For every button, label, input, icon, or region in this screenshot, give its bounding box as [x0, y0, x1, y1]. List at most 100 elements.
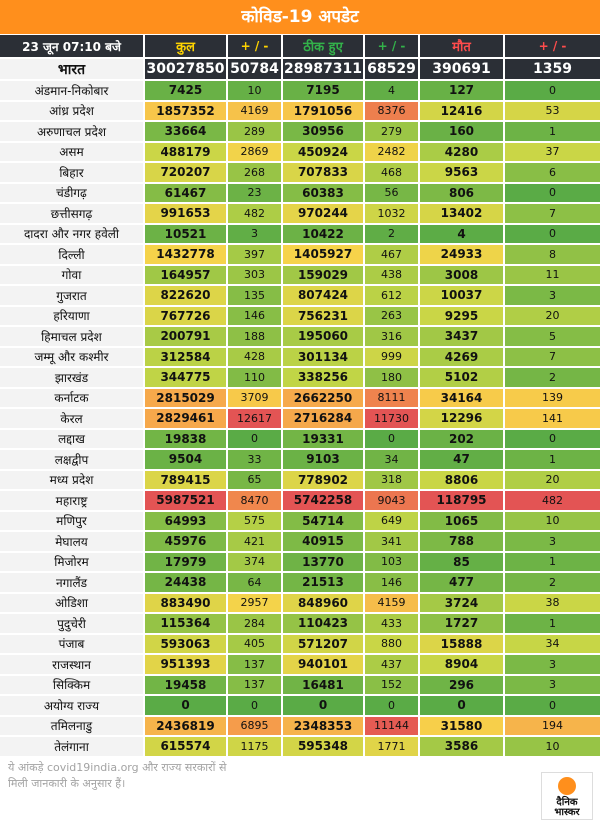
table-row: पुदुचेरी 115364 284 110423 433 1727 1	[0, 614, 600, 635]
state-recovered-change: 437	[365, 655, 420, 676]
state-total: 767726	[145, 306, 228, 327]
table-row: राजस्थान 951393 137 940101 437 8904 3	[0, 655, 600, 676]
state-name: गुजरात	[0, 286, 145, 307]
state-total-change: 575	[228, 511, 283, 532]
state-total: 33664	[145, 122, 228, 143]
header-total-change: + / -	[228, 35, 283, 59]
state-deaths: 1727	[420, 614, 505, 635]
state-recovered-change: 4159	[365, 593, 420, 614]
state-total-change: 0	[228, 696, 283, 717]
table-row: मेघालय 45976 421 40915 341 788 3	[0, 532, 600, 553]
state-recovered: 1405927	[283, 245, 365, 266]
state-recovered-change: 316	[365, 327, 420, 348]
table-row: मिजोरम 17979 374 13770 103 85 1	[0, 552, 600, 573]
state-name: गोवा	[0, 265, 145, 286]
table-row: गुजरात 822620 135 807424 612 10037 3	[0, 286, 600, 307]
state-recovered: 54714	[283, 511, 365, 532]
national-deaths-change: 1359	[505, 59, 600, 81]
state-deaths-change: 34	[505, 634, 600, 655]
dainik-bhaskar-logo: दैनिक भास्कर	[541, 772, 593, 820]
state-name: दिल्ली	[0, 245, 145, 266]
state-deaths: 9563	[420, 163, 505, 184]
state-deaths-change: 1	[505, 122, 600, 143]
state-total: 593063	[145, 634, 228, 655]
state-deaths-change: 1	[505, 552, 600, 573]
state-deaths-change: 6	[505, 163, 600, 184]
header-deaths-change: + / -	[505, 35, 600, 59]
state-name: पंजाब	[0, 634, 145, 655]
state-deaths-change: 53	[505, 101, 600, 122]
state-recovered: 30956	[283, 122, 365, 143]
state-recovered: 0	[283, 696, 365, 717]
state-recovered-change: 0	[365, 429, 420, 450]
state-deaths: 160	[420, 122, 505, 143]
state-recovered-change: 34	[365, 450, 420, 471]
state-deaths-change: 482	[505, 491, 600, 512]
state-recovered-change: 2482	[365, 142, 420, 163]
national-total-row: भारत 30027850 50784 28987311 68529 39069…	[0, 59, 600, 81]
state-deaths: 3586	[420, 737, 505, 758]
state-deaths: 47	[420, 450, 505, 471]
state-deaths: 5102	[420, 368, 505, 389]
state-name: अयोग्य राज्य	[0, 696, 145, 717]
state-total-change: 6895	[228, 716, 283, 737]
state-total: 5987521	[145, 491, 228, 512]
state-total: 883490	[145, 593, 228, 614]
state-deaths: 8806	[420, 470, 505, 491]
state-recovered: 571207	[283, 634, 365, 655]
state-deaths: 477	[420, 573, 505, 594]
state-name: मणिपुर	[0, 511, 145, 532]
source-note-line-2: मिली जानकारी के अनुसार हैं।	[8, 777, 126, 790]
table-row: गोवा 164957 303 159029 438 3008 11	[0, 265, 600, 286]
state-total-change: 137	[228, 655, 283, 676]
state-total-change: 0	[228, 429, 283, 450]
state-total: 24438	[145, 573, 228, 594]
state-recovered: 9103	[283, 450, 365, 471]
state-deaths: 31580	[420, 716, 505, 737]
state-deaths: 202	[420, 429, 505, 450]
table-row: दिल्ली 1432778 397 1405927 467 24933 8	[0, 245, 600, 266]
state-deaths-change: 141	[505, 409, 600, 430]
state-recovered-change: 433	[365, 614, 420, 635]
state-recovered-change: 180	[365, 368, 420, 389]
state-recovered: 159029	[283, 265, 365, 286]
state-total: 720207	[145, 163, 228, 184]
state-recovered-change: 468	[365, 163, 420, 184]
table-row: असम 488179 2869 450924 2482 4280 37	[0, 142, 600, 163]
national-total: 30027850	[145, 59, 228, 81]
state-total-change: 137	[228, 675, 283, 696]
state-deaths-change: 0	[505, 696, 600, 717]
state-deaths: 13402	[420, 204, 505, 225]
state-recovered: 848960	[283, 593, 365, 614]
state-deaths-change: 0	[505, 429, 600, 450]
state-recovered: 2716284	[283, 409, 365, 430]
state-total-change: 397	[228, 245, 283, 266]
table-row: झारखंड 344775 110 338256 180 5102 2	[0, 368, 600, 389]
state-recovered-change: 467	[365, 245, 420, 266]
state-total: 1857352	[145, 101, 228, 122]
state-recovered: 940101	[283, 655, 365, 676]
state-total: 0	[145, 696, 228, 717]
state-name: लक्षद्वीप	[0, 450, 145, 471]
state-deaths-change: 7	[505, 204, 600, 225]
state-deaths: 34164	[420, 388, 505, 409]
state-name: मिजोरम	[0, 552, 145, 573]
state-recovered: 195060	[283, 327, 365, 348]
header-total: कुल	[145, 35, 228, 59]
state-total: 115364	[145, 614, 228, 635]
source-note: ये आंकड़े covid19india.org और राज्य सरका…	[8, 760, 328, 792]
state-total-change: 3709	[228, 388, 283, 409]
state-deaths-change: 37	[505, 142, 600, 163]
table-row: पंजाब 593063 405 571207 880 15888 34	[0, 634, 600, 655]
state-total-change: 8470	[228, 491, 283, 512]
state-name: केरल	[0, 409, 145, 430]
state-deaths: 8904	[420, 655, 505, 676]
table-row: मणिपुर 64993 575 54714 649 1065 10	[0, 511, 600, 532]
state-total-change: 2869	[228, 142, 283, 163]
state-deaths-change: 5	[505, 327, 600, 348]
state-total: 344775	[145, 368, 228, 389]
table-row: तेलंगाना 615574 1175 595348 1771 3586 10	[0, 737, 600, 758]
state-total-change: 284	[228, 614, 283, 635]
state-deaths-change: 0	[505, 224, 600, 245]
state-recovered-change: 438	[365, 265, 420, 286]
